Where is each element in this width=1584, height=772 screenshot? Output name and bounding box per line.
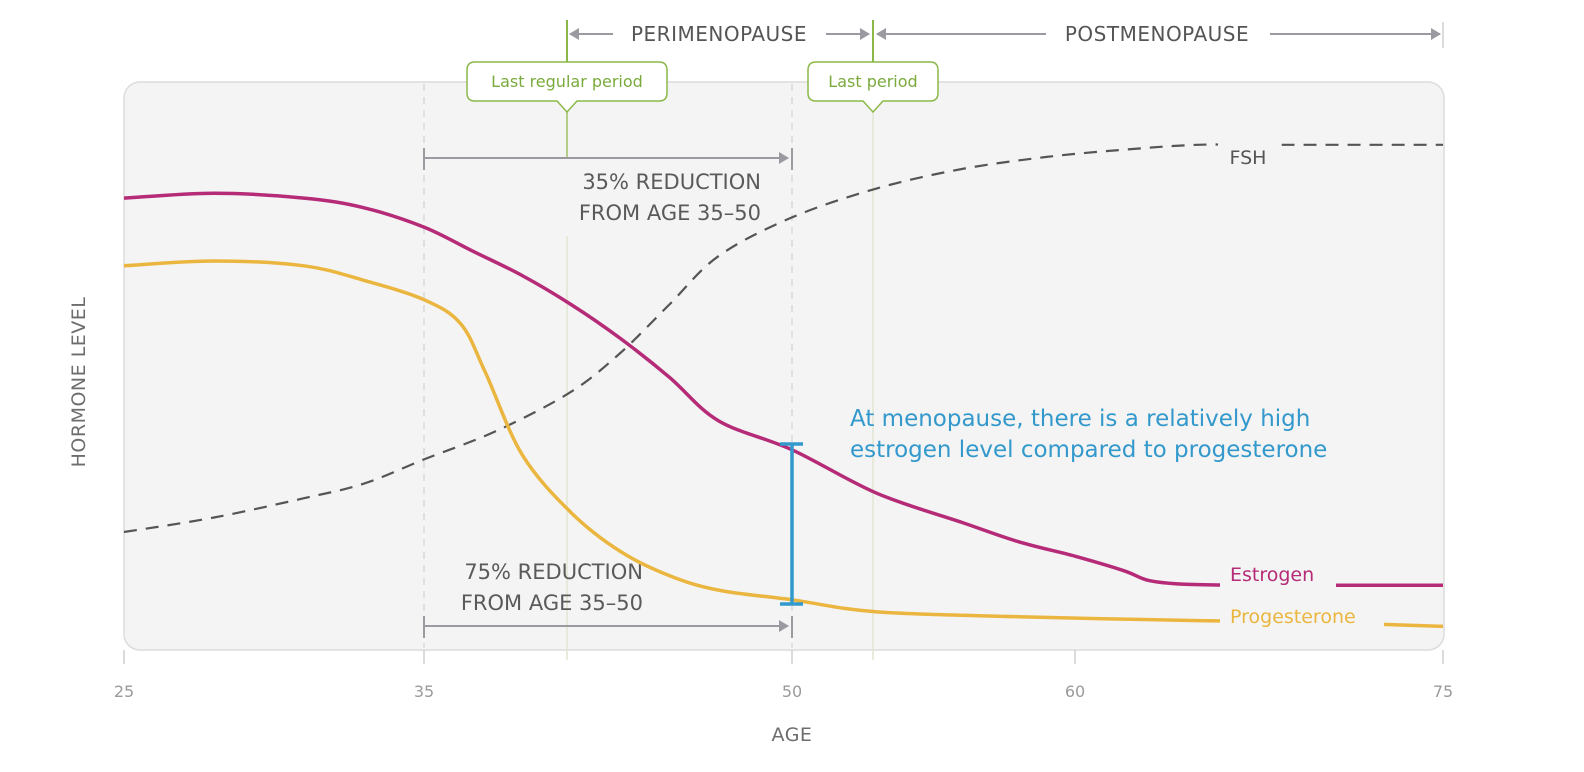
postmenopause-label: POSTMENOPAUSE (1065, 22, 1249, 46)
gap-indicator (780, 442, 803, 606)
estrogen-reduction-bracket (423, 148, 793, 170)
estrogen-label-bg (1220, 558, 1336, 592)
perimenopause-label: PERIMENOPAUSE (631, 22, 807, 46)
estrogen-reduction-line1: 35% REDUCTION (582, 170, 761, 194)
series-line-estrogen (123, 191, 1443, 588)
progesterone-reduction-bracket (423, 616, 793, 638)
x-tick-label-50: 50 (782, 682, 802, 701)
fsh-label-bg (1218, 140, 1278, 174)
x-tick-label-35: 35 (414, 682, 434, 701)
x-tick-label-25: 25 (114, 682, 134, 701)
series-line-fsh (123, 143, 1443, 534)
progesterone-reduction-line2: FROM AGE 35–50 (461, 591, 643, 615)
series-label-progesterone: Progesterone (1230, 606, 1356, 628)
x-tick-label-60: 60 (1065, 682, 1085, 701)
series-line-progesterone (123, 259, 1444, 629)
gap-annotation-line1: At menopause, there is a relatively high (850, 406, 1310, 432)
phase-header: PERIMENOPAUSE POSTMENOPAUSE (569, 22, 1444, 48)
callout-last-period: Last period (807, 61, 939, 114)
y-axis-title: HORMONE LEVEL (68, 297, 90, 468)
series-label-estrogen: Estrogen (1230, 564, 1314, 586)
plot-area (123, 81, 1445, 651)
progesterone-reduction-line1: 75% REDUCTION (464, 560, 643, 584)
x-tick-label-75: 75 (1433, 682, 1453, 701)
estrogen-reduction-line2: FROM AGE 35–50 (579, 201, 761, 225)
progesterone-label-bg (1220, 600, 1384, 634)
gap-annotation-line2: estrogen level compared to progesterone (850, 437, 1327, 463)
x-axis: 25 35 50 60 75 (114, 650, 1453, 701)
callout-last-regular-period-label: Last regular period (491, 72, 643, 91)
series-label-fsh: FSH (1230, 147, 1267, 169)
callout-last-regular-period: Last regular period (466, 61, 668, 114)
x-axis-title: AGE (772, 724, 813, 746)
callout-last-period-label: Last period (828, 72, 917, 91)
